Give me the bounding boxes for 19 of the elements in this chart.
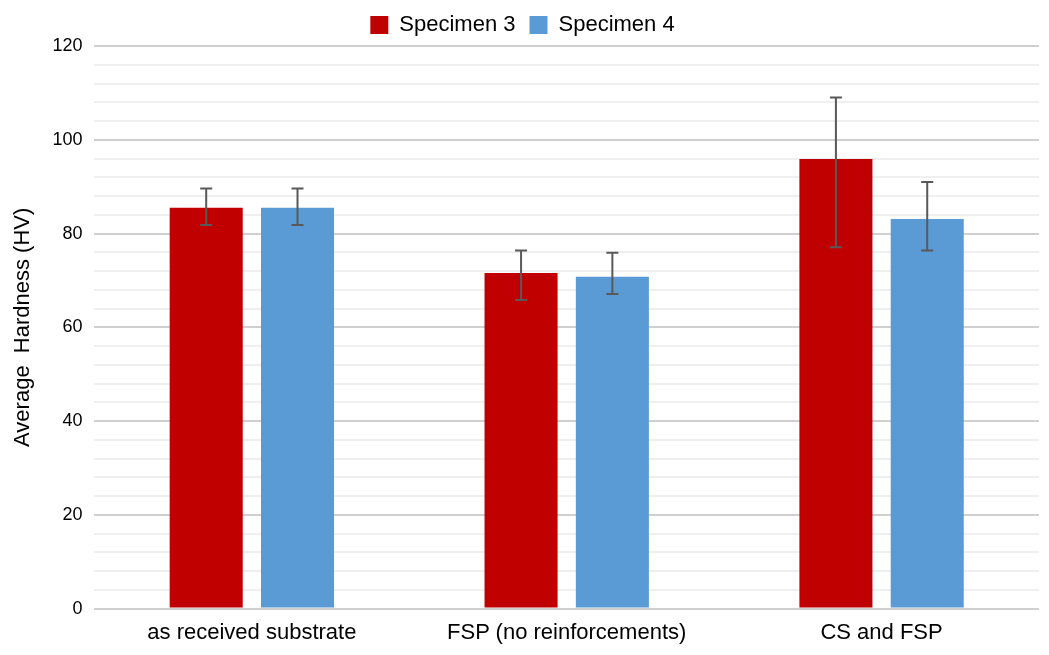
bar: [890, 219, 964, 608]
bar: [260, 207, 335, 608]
bar: [169, 207, 243, 608]
bar: [799, 158, 873, 608]
y-tick-label: 120: [52, 34, 83, 55]
y-tick-label: 100: [52, 128, 83, 149]
legend-label: Specimen 4: [558, 11, 675, 37]
legend-label: Specimen 3: [399, 11, 516, 37]
bar: [575, 276, 649, 608]
x-tick-label: FSP (no reinforcements): [447, 618, 687, 644]
y-tick-label: 60: [62, 316, 83, 337]
bar: [484, 272, 558, 608]
x-tick-label: as received substrate: [147, 618, 357, 644]
y-tick-label: 80: [62, 222, 83, 243]
y-tick-label: 40: [62, 410, 83, 431]
y-axis-title: Average Hardness (HV): [9, 207, 35, 447]
x-tick-label: CS and FSP: [820, 618, 943, 644]
y-tick-label: 20: [62, 503, 83, 524]
y-tick-label: 0: [72, 597, 83, 618]
